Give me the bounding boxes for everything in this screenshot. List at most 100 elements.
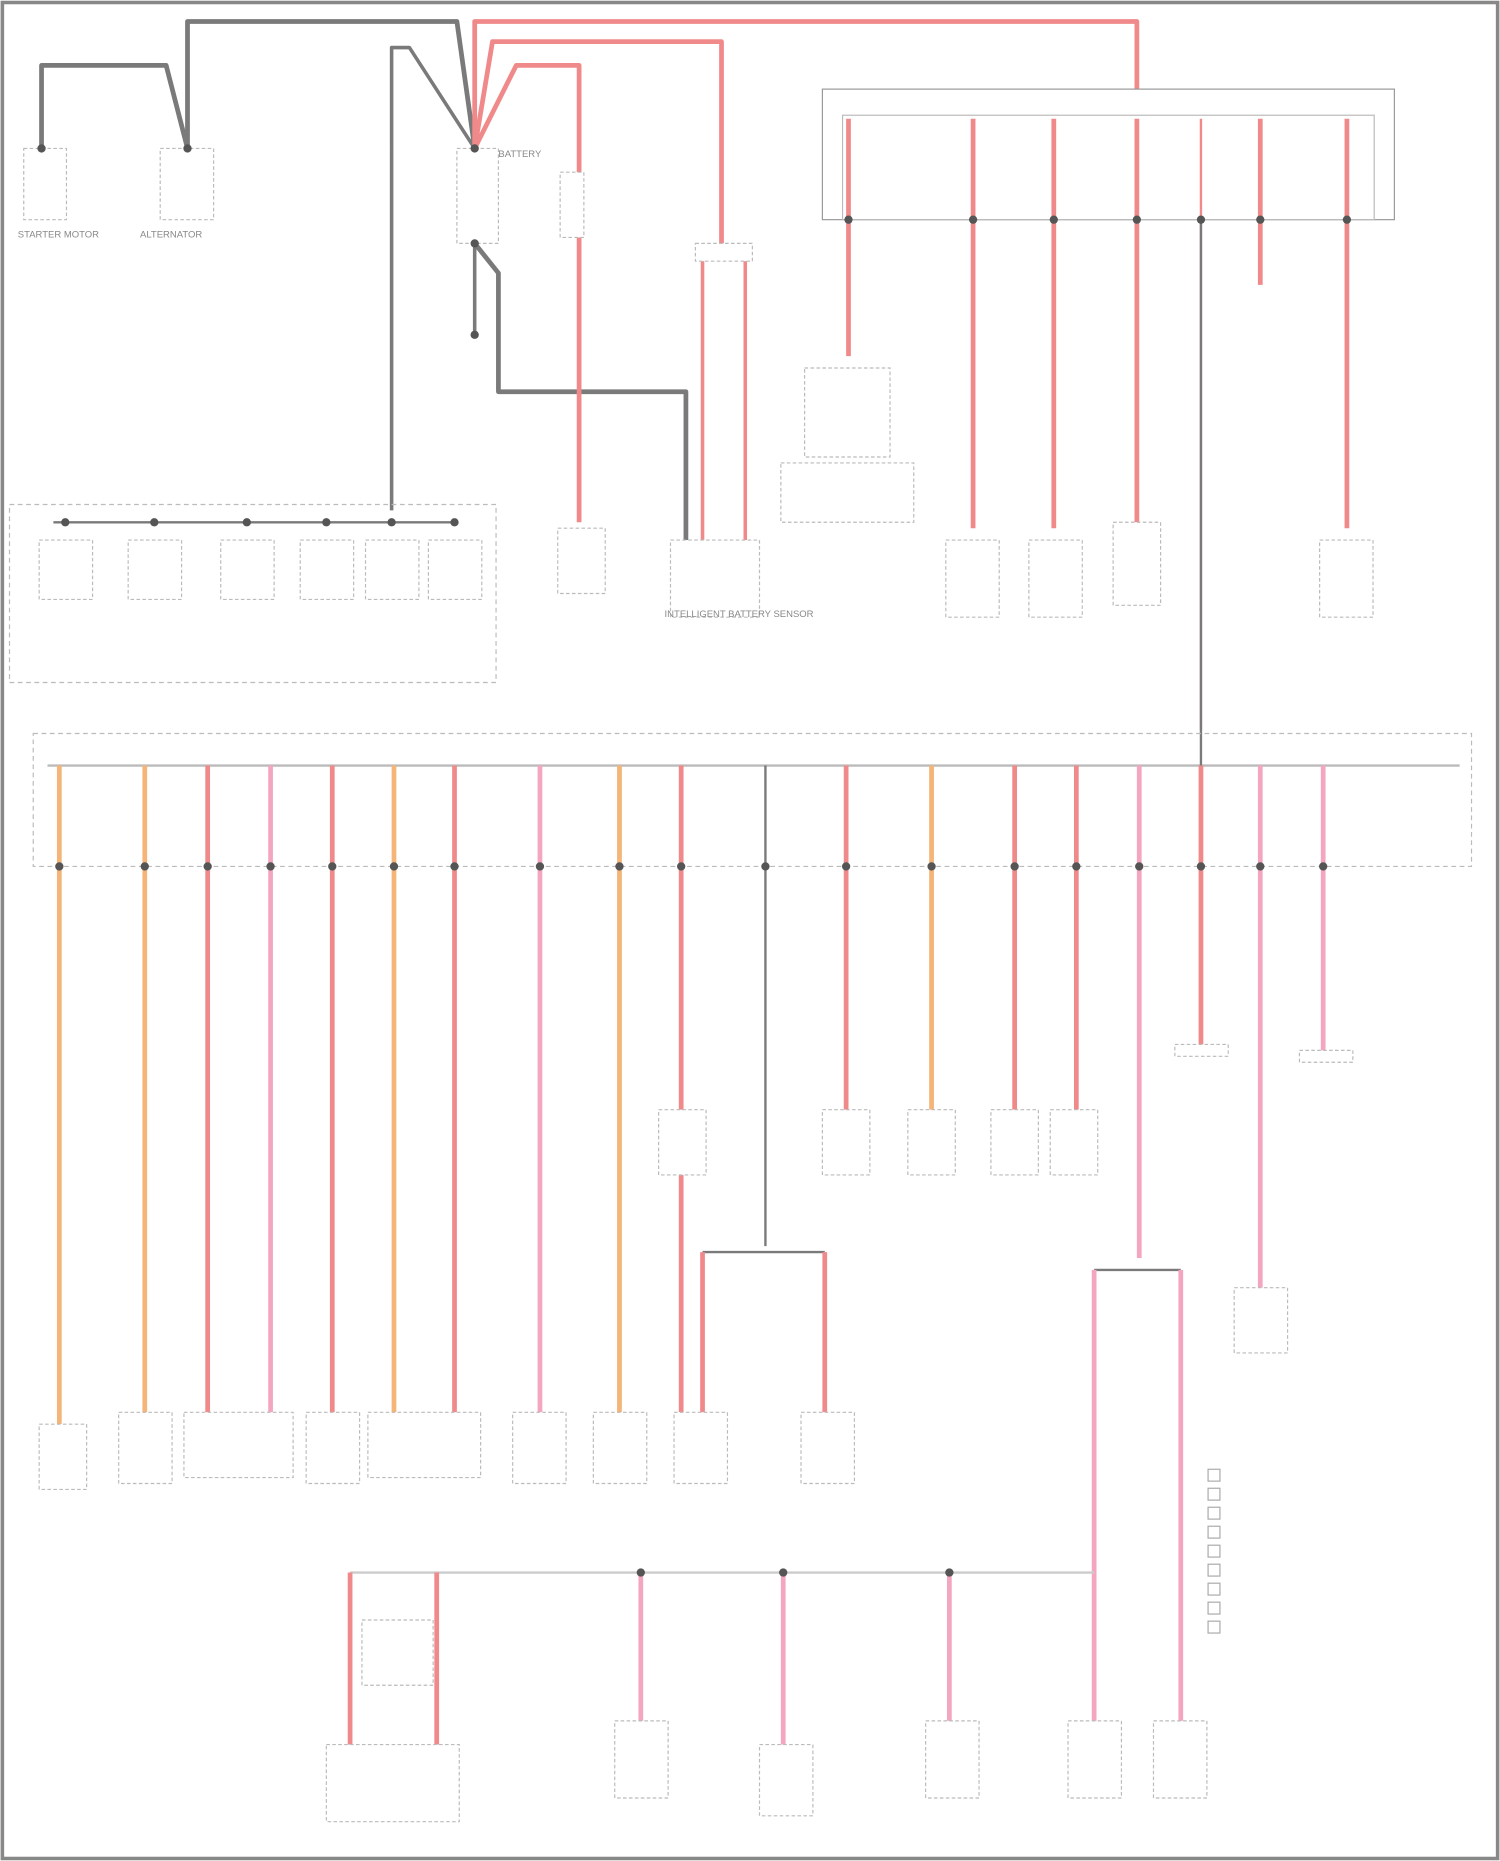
component-box [23, 147, 68, 221]
component-box [361, 1619, 434, 1686]
legend-marker [1207, 1487, 1221, 1501]
legend-marker [1207, 1506, 1221, 1520]
component-box [183, 1411, 294, 1479]
splice-dot [636, 1568, 645, 1577]
splice-dot [450, 518, 459, 527]
component-box [592, 1411, 648, 1485]
legend-marker [1207, 1582, 1221, 1596]
component-box [1233, 1287, 1289, 1354]
component-box [1067, 1720, 1123, 1799]
splice-dot [1132, 215, 1142, 224]
legend-marker [1207, 1525, 1221, 1539]
component-box [1174, 1043, 1229, 1057]
splice-dot [1196, 215, 1206, 224]
alternator-label: ALTERNATOR [140, 229, 202, 240]
upper-fuse-block-inner [841, 114, 1375, 221]
component-box [1319, 539, 1374, 618]
splice-dot [150, 518, 159, 527]
splice-dot [1256, 862, 1265, 871]
splice-dot [535, 862, 545, 871]
splice-dot [1196, 862, 1206, 871]
splice-dot [761, 862, 770, 871]
splice-dot [387, 518, 396, 527]
component-box [159, 147, 215, 221]
splice-dot [470, 144, 479, 153]
wire [185, 19, 478, 149]
component-box [367, 1411, 482, 1479]
legend-marker [1207, 1544, 1221, 1558]
component-box [673, 1411, 729, 1485]
splice-dot [1049, 215, 1058, 224]
component-box [758, 1743, 814, 1817]
component-box [557, 527, 606, 595]
splice-dot [37, 144, 46, 153]
component-box [1049, 1109, 1099, 1176]
component-box [220, 539, 275, 601]
component-box [907, 1109, 956, 1176]
wire [39, 63, 190, 150]
relay-box [8, 503, 497, 684]
legend-marker [1207, 1468, 1221, 1482]
legend [1207, 1468, 1221, 1634]
component-box [945, 539, 1000, 618]
splice-dot [322, 518, 331, 527]
component-box [512, 1411, 567, 1485]
component-box [1028, 539, 1083, 618]
splice-dot [140, 862, 149, 871]
legend-marker [1207, 1601, 1221, 1615]
wire [472, 19, 1140, 149]
component-box [821, 1109, 871, 1176]
splice-dot [841, 862, 851, 871]
component-box [127, 539, 183, 601]
wire [472, 39, 724, 244]
component-box [614, 1720, 669, 1799]
splice-dot [927, 862, 936, 871]
component-box [694, 242, 753, 262]
component-box [38, 1423, 88, 1491]
component-box [800, 1411, 856, 1485]
legend-marker [1207, 1563, 1221, 1577]
component-box [427, 539, 483, 601]
battery-sensor-label: INTELLIGENT BATTERY SENSOR [665, 609, 814, 620]
splice-dot [1342, 215, 1352, 224]
splice-dot [61, 518, 70, 527]
starter-label: STARTER MOTOR [18, 229, 99, 240]
splice-dot [389, 862, 399, 871]
lower-fuse-block [32, 732, 1473, 868]
component-box [325, 1743, 460, 1823]
component-box [1298, 1049, 1354, 1063]
splice-dot [615, 862, 624, 871]
splice-dot [470, 330, 479, 339]
splice-dot [844, 215, 853, 224]
component-box [990, 1109, 1039, 1176]
component-box [364, 539, 420, 601]
splice-dot [1135, 862, 1144, 871]
wire [472, 63, 582, 523]
splice-dot [203, 862, 212, 871]
component-box [38, 539, 94, 601]
wires [39, 19, 1460, 1745]
splice-dot [779, 1568, 788, 1577]
legend-marker [1207, 1620, 1221, 1634]
splice-dot [677, 862, 686, 871]
splice-dot [450, 862, 459, 871]
splice-dot [470, 239, 479, 248]
wire [472, 241, 689, 541]
upper-fuse-block [821, 88, 1395, 221]
component-box [456, 147, 500, 244]
component-box [803, 367, 891, 458]
components [8, 88, 1473, 1823]
component-box [1112, 521, 1162, 606]
component-box [299, 539, 355, 601]
splice-dot [945, 1568, 954, 1577]
splice-dot [1010, 862, 1019, 871]
splice-dot [266, 862, 275, 871]
splice-dot [1319, 862, 1328, 871]
component-box [1152, 1720, 1208, 1799]
component-box [780, 462, 915, 523]
wire [389, 45, 477, 511]
component-box [118, 1411, 173, 1485]
component-box [559, 171, 585, 239]
